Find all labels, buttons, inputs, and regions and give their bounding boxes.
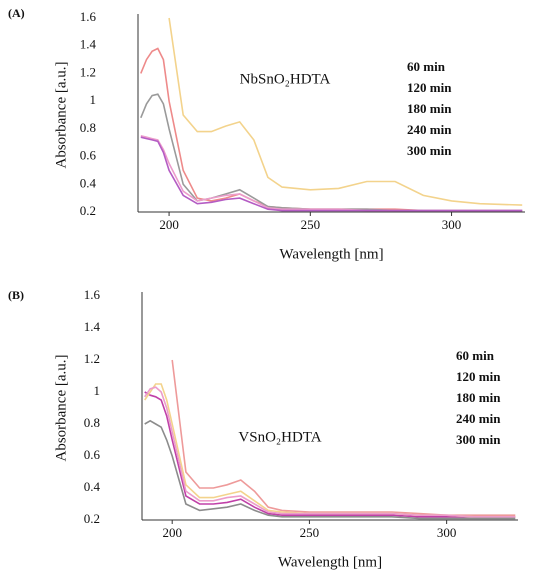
line-series xyxy=(171,359,516,516)
x-tick-label: 200 xyxy=(159,217,179,232)
legend-entry: 60 min xyxy=(407,59,446,74)
legend-entry: 60 min xyxy=(456,348,495,363)
y-tick-label: 0.6 xyxy=(80,148,97,163)
y-tick-label: 1.6 xyxy=(80,9,97,24)
x-tick-label: 250 xyxy=(301,217,321,232)
y-tick-label: 0.4 xyxy=(84,479,101,494)
y-axis-label: Absorbance [a.u.] xyxy=(53,354,69,461)
y-tick-label: 1 xyxy=(90,92,97,107)
panel-label: (B) xyxy=(8,288,24,302)
line-series xyxy=(144,419,516,520)
line-series xyxy=(140,47,523,212)
line-series xyxy=(140,93,523,212)
legend-entry: 240 min xyxy=(456,411,501,426)
line-series xyxy=(144,386,516,518)
y-tick-label: 0.6 xyxy=(84,447,101,462)
y-tick-label: 1.2 xyxy=(84,351,100,366)
legend-entry: 180 min xyxy=(456,390,501,405)
y-tick-label: 0.2 xyxy=(84,511,100,526)
y-axis-label: Absorbance [a.u.] xyxy=(53,61,69,168)
y-tick-label: 0.8 xyxy=(84,415,100,430)
y-tick-label: 1.4 xyxy=(80,37,97,52)
legend-entry: 240 min xyxy=(407,122,452,137)
panel-label: (A) xyxy=(8,6,25,20)
x-axis-label: Wavelength [nm] xyxy=(278,554,382,570)
y-tick-label: 0.8 xyxy=(80,120,96,135)
y-tick-label: 1.4 xyxy=(84,319,101,334)
x-tick-label: 200 xyxy=(162,525,182,540)
legend-entry: 120 min xyxy=(407,80,452,95)
legend-entry: 120 min xyxy=(456,369,501,384)
y-tick-label: 1.2 xyxy=(80,64,96,79)
x-tick-label: 300 xyxy=(442,217,462,232)
y-tick-label: 0.4 xyxy=(80,175,97,190)
y-tick-label: 0.2 xyxy=(80,203,96,218)
y-tick-label: 1.6 xyxy=(84,287,101,302)
y-tick-label: 1 xyxy=(94,383,101,398)
line-series xyxy=(144,391,516,518)
x-tick-label: 300 xyxy=(437,525,457,540)
line-series xyxy=(140,136,523,212)
x-tick-label: 250 xyxy=(300,525,320,540)
annotation: VSnO₂HDTA xyxy=(238,429,321,445)
annotation: NbSnO₂HDTA xyxy=(240,71,331,87)
legend-entry: 300 min xyxy=(407,143,452,158)
x-axis-label: Wavelength [nm] xyxy=(279,246,383,262)
line-series xyxy=(140,135,523,212)
legend-entry: 180 min xyxy=(407,101,452,116)
line-series xyxy=(168,17,523,206)
legend-entry: 300 min xyxy=(456,432,501,447)
